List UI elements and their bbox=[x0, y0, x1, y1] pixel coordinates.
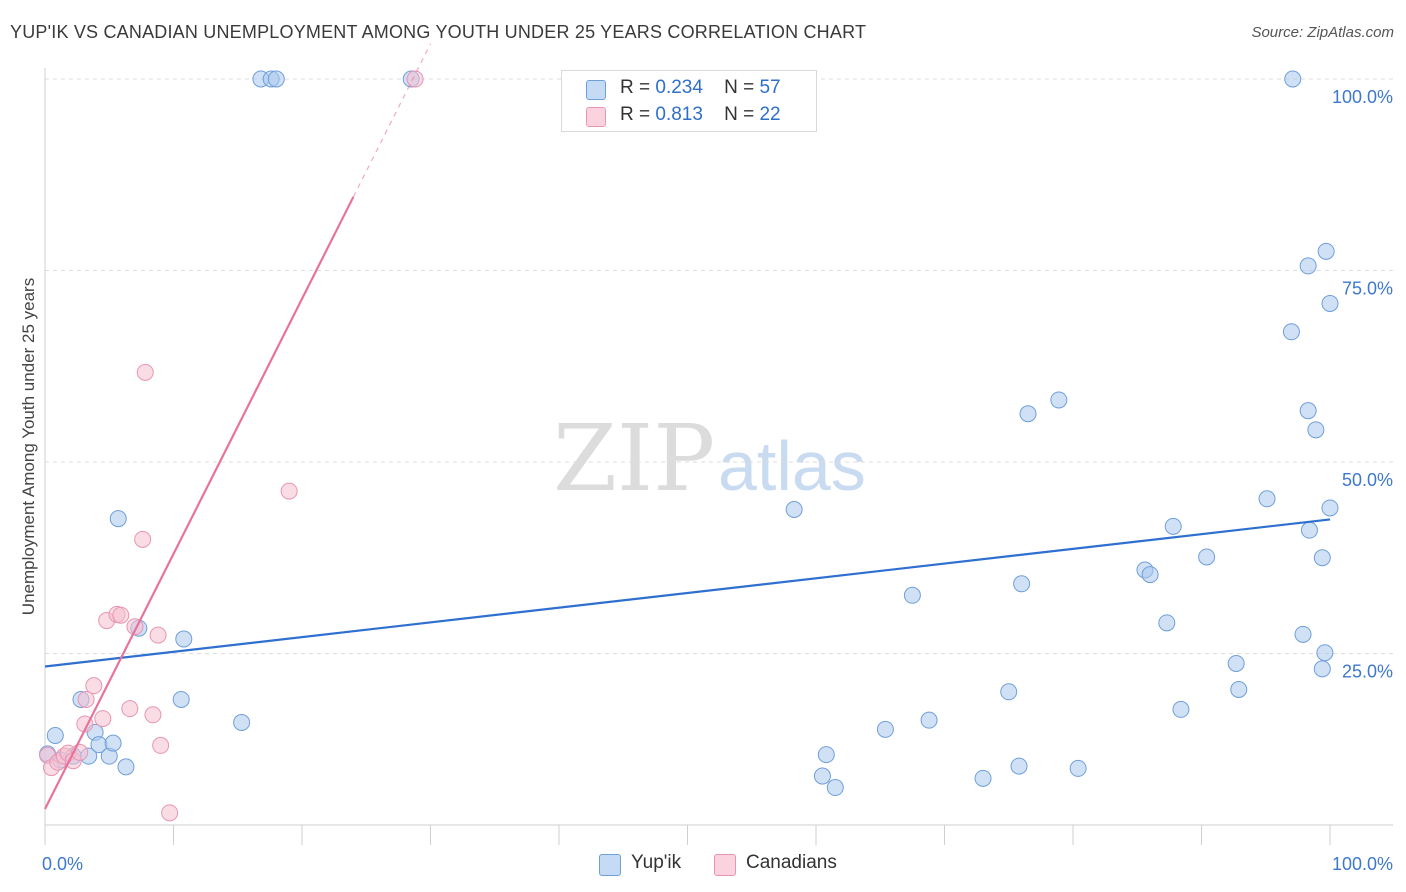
canadians-point bbox=[149, 626, 167, 644]
yupik-point bbox=[1321, 499, 1339, 517]
yupik-point bbox=[109, 510, 127, 528]
yupik-point bbox=[1282, 323, 1300, 341]
yupik-point bbox=[1299, 257, 1317, 275]
x-tick-label-max: 100.0% bbox=[1332, 854, 1393, 874]
yupik-point bbox=[1172, 700, 1190, 718]
yupik-point bbox=[117, 758, 135, 776]
yupik-point bbox=[1158, 614, 1176, 632]
yupik-point bbox=[1141, 566, 1159, 584]
yupik-point bbox=[920, 711, 938, 729]
correlation-legend: R = 0.234 N = 57 R = 0.813 N = 22 bbox=[561, 70, 817, 132]
yupik-point bbox=[1227, 654, 1245, 672]
legend-r-canadians: 0.813 bbox=[655, 104, 703, 125]
canadians-point bbox=[112, 606, 130, 624]
canadians-point bbox=[77, 690, 95, 708]
yupik-point bbox=[1230, 681, 1248, 699]
series-canadians bbox=[39, 70, 424, 822]
yupik-point bbox=[1300, 521, 1318, 539]
bottom-legend-label-canadians: Canadians bbox=[746, 852, 837, 873]
y-tick-label: 25.0% bbox=[1342, 662, 1393, 682]
canadians-point bbox=[144, 706, 162, 724]
yupik-point bbox=[1313, 549, 1331, 567]
yupik-point bbox=[267, 70, 285, 88]
yupik-point bbox=[1164, 517, 1182, 535]
legend-n-canadians: 22 bbox=[759, 104, 781, 125]
y-tick-label: 75.0% bbox=[1342, 279, 1393, 299]
watermark-zip: ZIP bbox=[553, 405, 715, 512]
yupik-point bbox=[1317, 242, 1335, 260]
y-axis-label: Unemployment Among Youth under 25 years bbox=[19, 278, 38, 615]
legend-swatch-canadians bbox=[586, 107, 606, 127]
yupik-point bbox=[1307, 421, 1325, 439]
yupik-point bbox=[172, 690, 190, 708]
bottom-legend-label-yupik: Yup'ik bbox=[631, 852, 682, 873]
yupik-point bbox=[1198, 548, 1216, 566]
y-tick-label: 100.0% bbox=[1332, 87, 1393, 107]
legend-text-canadians: R = 0.813 N = 22 bbox=[620, 104, 781, 125]
yupik-point bbox=[1313, 660, 1331, 678]
y-tick-label: 50.0% bbox=[1342, 470, 1393, 490]
yupik-point bbox=[46, 726, 64, 744]
canadians-point bbox=[161, 804, 179, 822]
legend-r-yupik: 0.234 bbox=[655, 77, 703, 98]
yupik-point bbox=[817, 746, 835, 764]
yupik-point bbox=[1284, 70, 1302, 88]
canadians-point bbox=[406, 70, 424, 88]
trend-line-yupik bbox=[44, 518, 1331, 668]
yupik-point bbox=[1010, 757, 1028, 775]
yupik-point bbox=[175, 630, 193, 648]
canadians-point bbox=[136, 363, 154, 381]
watermark-atlas: atlas bbox=[718, 427, 866, 505]
source-credit: Source: ZipAtlas.com bbox=[1251, 24, 1394, 41]
canadians-point bbox=[85, 677, 103, 695]
yupik-point bbox=[1294, 625, 1312, 643]
bottom-legend-swatch-yupik bbox=[599, 854, 621, 876]
x-tick-label-min: 0.0% bbox=[42, 854, 83, 874]
trend-line-canadians bbox=[44, 196, 355, 810]
yupik-point bbox=[1019, 405, 1037, 423]
yupik-point bbox=[1299, 402, 1317, 420]
canadians-point bbox=[280, 482, 298, 500]
legend-text-yupik: R = 0.234 N = 57 bbox=[620, 77, 781, 98]
legend-swatch-yupik bbox=[586, 80, 606, 100]
canadians-point bbox=[121, 700, 139, 718]
yupik-point bbox=[813, 767, 831, 785]
yupik-point bbox=[104, 734, 122, 752]
yupik-point bbox=[785, 500, 803, 518]
yupik-point bbox=[233, 713, 251, 731]
yupik-point bbox=[1013, 575, 1031, 593]
canadians-point bbox=[152, 736, 170, 754]
legend-n-yupik: 57 bbox=[759, 77, 781, 98]
yupik-point bbox=[1258, 490, 1276, 508]
yupik-point bbox=[974, 769, 992, 787]
canadians-point bbox=[134, 530, 152, 548]
canadians-point bbox=[94, 710, 112, 728]
yupik-point bbox=[1316, 644, 1334, 662]
trend-line-canadians-extension bbox=[352, 43, 432, 198]
yupik-point bbox=[1000, 683, 1018, 701]
yupik-point bbox=[1069, 759, 1087, 777]
yupik-point bbox=[903, 586, 921, 604]
bottom-legend-swatch-canadians bbox=[714, 854, 736, 876]
yupik-point bbox=[826, 779, 844, 797]
yupik-point bbox=[1321, 294, 1339, 312]
yupik-point bbox=[1050, 391, 1068, 409]
chart-title: YUP'IK VS CANADIAN UNEMPLOYMENT AMONG YO… bbox=[10, 22, 867, 42]
yupik-point bbox=[876, 720, 894, 738]
